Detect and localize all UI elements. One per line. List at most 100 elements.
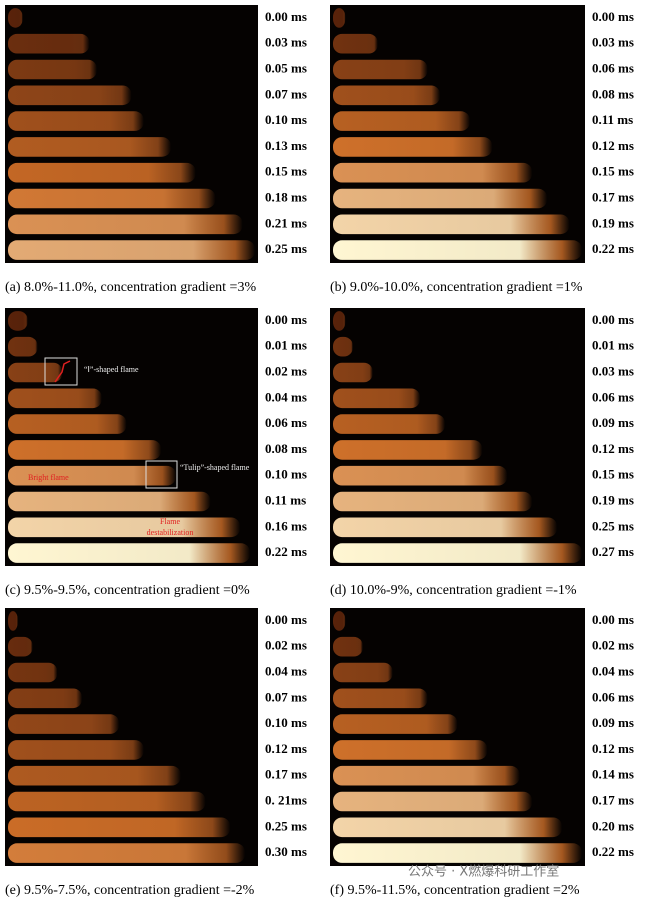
annotation: destabilization	[147, 528, 194, 537]
flame-strip	[8, 440, 162, 460]
time-label: 0.22 ms	[592, 844, 634, 859]
time-label: 0.18 ms	[265, 189, 307, 204]
time-label: 0.27 ms	[592, 544, 634, 559]
flame-strip	[8, 791, 206, 812]
time-label: 0.03 ms	[592, 363, 634, 378]
flame-strip	[8, 137, 172, 157]
time-label: 0.17 ms	[592, 792, 634, 807]
time-label: 0.07 ms	[265, 86, 307, 101]
time-label: 0. 21ms	[265, 792, 307, 807]
time-label: 0.00 ms	[592, 9, 634, 24]
flame-strip	[333, 765, 520, 786]
time-label: 0.20 ms	[592, 818, 634, 833]
flame-strip	[8, 33, 90, 54]
flame-strip	[8, 662, 58, 683]
annotation: Flame	[160, 517, 180, 526]
time-label: 0.19 ms	[592, 215, 634, 230]
time-label: 0.16 ms	[265, 518, 307, 533]
time-label: 0.25 ms	[265, 241, 307, 256]
annotation-box	[145, 460, 178, 489]
flame-strip	[8, 59, 97, 80]
time-label: 0.12 ms	[592, 138, 634, 153]
time-label: 0.06 ms	[265, 415, 307, 430]
flame-strip	[8, 336, 38, 357]
flame-strip	[333, 59, 428, 80]
time-label: 0.00 ms	[265, 9, 307, 24]
flame-strip	[8, 111, 144, 131]
flame-strip	[333, 843, 582, 863]
flame-strip	[8, 636, 33, 657]
flame-strip	[8, 8, 23, 28]
time-label: 0.08 ms	[265, 441, 307, 456]
time-label: 0.02 ms	[265, 638, 307, 653]
time-label: 0.00 ms	[592, 612, 634, 627]
flame-strip	[333, 137, 493, 157]
flame-strip	[8, 188, 216, 209]
flame-strip	[8, 240, 255, 260]
flame-strip	[333, 714, 458, 734]
time-label: 0.10 ms	[265, 112, 307, 127]
flame-strip	[8, 740, 144, 760]
flame-strip	[8, 543, 251, 563]
time-label: 0.00 ms	[265, 312, 307, 327]
flame-strip	[333, 791, 533, 812]
time-label: 0.06 ms	[592, 689, 634, 704]
annotation-box	[44, 357, 78, 386]
time-label: 0.09 ms	[592, 415, 634, 430]
flame-strip	[333, 336, 353, 357]
flame-strip	[333, 214, 570, 235]
time-label: 0.06 ms	[592, 60, 634, 75]
flame-strip	[333, 414, 446, 434]
flame-strip	[8, 843, 246, 863]
time-label: 0.01 ms	[592, 338, 634, 353]
flame-strip	[333, 517, 558, 538]
time-label: 0.14 ms	[592, 767, 634, 782]
flame-strip	[333, 440, 483, 460]
time-label: 0.04 ms	[265, 663, 307, 678]
flame-strip	[333, 740, 488, 760]
time-label: 0.06 ms	[592, 389, 634, 404]
caption: (b) 9.0%-10.0%, concentration gradient =…	[330, 280, 583, 295]
flame-strip	[8, 465, 176, 486]
time-label: 0.22 ms	[592, 241, 634, 256]
flame-strip	[8, 765, 181, 786]
time-label: 0.00 ms	[592, 312, 634, 327]
time-label: 0.19 ms	[592, 492, 634, 507]
flame-strip	[8, 362, 63, 383]
flame-strip	[8, 311, 28, 331]
flame-strip	[8, 214, 243, 235]
time-label: 0.10 ms	[265, 715, 307, 730]
time-label: 0.15 ms	[592, 467, 634, 482]
flame-strip	[333, 636, 363, 657]
flame-strip	[8, 491, 211, 512]
flame-strip	[8, 388, 102, 409]
time-label: 0.12 ms	[265, 741, 307, 756]
time-label: 0.10 ms	[265, 467, 307, 482]
flame-strip	[333, 817, 563, 838]
caption: (c) 9.5%-9.5%, concentration gradient =0…	[5, 583, 250, 598]
time-label: 0.17 ms	[265, 767, 307, 782]
flame-strip	[8, 611, 18, 631]
flame-strip	[8, 817, 231, 838]
time-label: 0.25 ms	[265, 818, 307, 833]
flame-strip	[333, 162, 533, 183]
flame-strip	[8, 414, 127, 434]
time-label: 0.01 ms	[265, 338, 307, 353]
flame-strip	[333, 388, 421, 409]
flame-strip	[8, 688, 83, 709]
time-label: 0.04 ms	[265, 389, 307, 404]
flame-strip	[333, 491, 533, 512]
time-label: 0.13 ms	[265, 138, 307, 153]
time-label: 0.11 ms	[592, 112, 633, 127]
flame-strip	[333, 662, 393, 683]
flame-strip	[333, 465, 508, 486]
flame-strip	[333, 611, 346, 631]
time-label: 0.03 ms	[592, 35, 634, 50]
flame-strip	[8, 517, 241, 538]
flame-strip	[8, 714, 120, 734]
annotation: “Ⅰ”-shaped flame	[84, 365, 139, 374]
time-label: 0.09 ms	[592, 715, 634, 730]
time-label: 0.00 ms	[265, 612, 307, 627]
flame-strip	[333, 111, 470, 131]
